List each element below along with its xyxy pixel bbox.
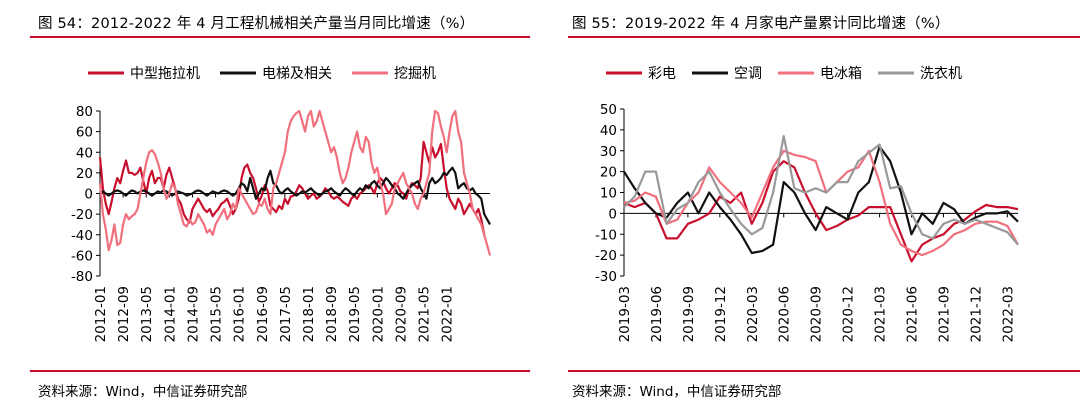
x-tick-label: 2021-12 bbox=[968, 286, 984, 342]
x-tick-label: 2021-05 bbox=[417, 286, 433, 342]
y-tick-label: -20 bbox=[71, 207, 93, 223]
series-line-1 bbox=[623, 145, 1019, 255]
x-tick-label: 2020-12 bbox=[841, 286, 857, 342]
y-tick-label: -30 bbox=[595, 269, 617, 285]
figure-title: 图 54：2012-2022 年 4 月工程机械相关产量当月同比增速（%） bbox=[38, 16, 475, 32]
y-tick-label: 0 bbox=[608, 206, 617, 222]
y-tick-label: -20 bbox=[595, 248, 617, 264]
x-tick-label: 2021-09 bbox=[936, 286, 952, 342]
y-tick-label: -60 bbox=[71, 248, 93, 264]
y-tick-label: 40 bbox=[76, 145, 93, 161]
legend-label: 挖掘机 bbox=[394, 66, 436, 82]
figure-title: 图 55：2019-2022 年 4 月家电产量累计同比增速（%） bbox=[572, 16, 950, 32]
right-figure-panel: 图 55：2019-2022 年 4 月家电产量累计同比增速（%） 彩电 空调 电冰… bbox=[556, 0, 1080, 406]
x-tick-label: 2022-01 bbox=[440, 286, 456, 342]
y-tick-label: 30 bbox=[600, 144, 617, 160]
x-tick-label: 2019-09 bbox=[681, 286, 697, 342]
y-tick-label: 40 bbox=[600, 123, 617, 139]
legend-label: 洗衣机 bbox=[920, 66, 962, 82]
y-tick-label: -80 bbox=[71, 269, 93, 285]
x-tick-label: 2020-03 bbox=[745, 286, 761, 342]
legend-label: 电梯及相关 bbox=[262, 66, 332, 82]
legend-label: 中型拖拉机 bbox=[130, 66, 200, 82]
y-tick-label: -40 bbox=[71, 228, 93, 244]
y-tick-label: 60 bbox=[76, 125, 93, 141]
x-tick-label: 2020-01 bbox=[370, 286, 386, 342]
x-tick-label: 2022-03 bbox=[1000, 286, 1016, 342]
legend-label: 彩电 bbox=[648, 66, 676, 82]
top-rule bbox=[568, 36, 1080, 38]
series-line-2 bbox=[623, 149, 1019, 257]
legend: 中型拖拉机 电梯及相关 挖掘机 bbox=[88, 66, 436, 82]
y-tick-label: 0 bbox=[84, 187, 93, 203]
x-tick-label: 2014-01 bbox=[162, 286, 178, 342]
x-tick-label: 2013-05 bbox=[139, 286, 155, 342]
y-tick-label: 20 bbox=[600, 165, 617, 181]
y-tick-label: 50 bbox=[600, 102, 617, 118]
x-tick-label: 2019-06 bbox=[649, 286, 665, 342]
top-rule bbox=[30, 36, 530, 38]
x-tick-label: 2016-01 bbox=[232, 286, 248, 342]
bottom-rule bbox=[568, 370, 1080, 372]
x-tick-label: 2018-09 bbox=[324, 286, 340, 342]
y-tick-label: 80 bbox=[76, 104, 93, 120]
left-figure-panel: 图 54：2012-2022 年 4 月工程机械相关产量当月同比增速（%） 中型… bbox=[0, 0, 530, 406]
series-line-2 bbox=[98, 109, 492, 256]
x-tick-label: 2019-12 bbox=[713, 286, 729, 342]
source-note: 资料来源：Wind，中信证券研究部 bbox=[572, 384, 782, 400]
x-tick-label: 2012-09 bbox=[116, 286, 132, 342]
legend-label: 电冰箱 bbox=[820, 66, 862, 82]
x-tick-label: 2021-06 bbox=[905, 286, 921, 342]
x-tick-label: 2012-01 bbox=[93, 286, 109, 342]
source-note: 资料来源：Wind，中信证券研究部 bbox=[38, 384, 248, 400]
x-tick-label: 2015-05 bbox=[209, 286, 225, 342]
x-tick-label: 2020-09 bbox=[393, 286, 409, 342]
chart-left: 中型拖拉机 电梯及相关 挖掘机806040200-20-40-60-802012-0… bbox=[71, 66, 492, 342]
series-line-0 bbox=[623, 160, 1019, 263]
legend-label: 空调 bbox=[734, 66, 762, 82]
x-tick-label: 2019-05 bbox=[347, 286, 363, 342]
series-line-0 bbox=[98, 140, 486, 236]
x-tick-label: 2021-03 bbox=[873, 286, 889, 342]
x-tick-label: 2020-09 bbox=[809, 286, 825, 342]
y-tick-label: 20 bbox=[76, 166, 93, 182]
x-tick-label: 2014-09 bbox=[185, 286, 201, 342]
y-tick-label: -10 bbox=[595, 227, 617, 243]
x-tick-label: 2018-01 bbox=[301, 286, 317, 342]
y-tick-label: 10 bbox=[600, 186, 617, 202]
x-tick-label: 2017-05 bbox=[278, 286, 294, 342]
series-line-3 bbox=[623, 135, 1019, 246]
x-tick-label: 2016-09 bbox=[255, 286, 271, 342]
x-tick-label: 2020-06 bbox=[777, 286, 793, 342]
legend: 彩电 空调 电冰箱 洗衣机 bbox=[606, 66, 962, 82]
x-tick-label: 2019-03 bbox=[617, 286, 633, 342]
bottom-rule bbox=[30, 370, 530, 372]
series-line-1 bbox=[99, 166, 491, 225]
